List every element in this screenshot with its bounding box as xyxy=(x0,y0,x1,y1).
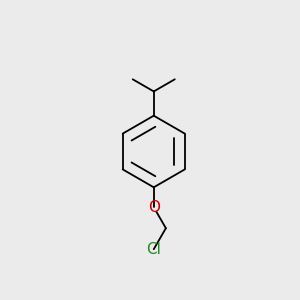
Text: O: O xyxy=(148,200,160,215)
Text: Cl: Cl xyxy=(146,242,161,257)
